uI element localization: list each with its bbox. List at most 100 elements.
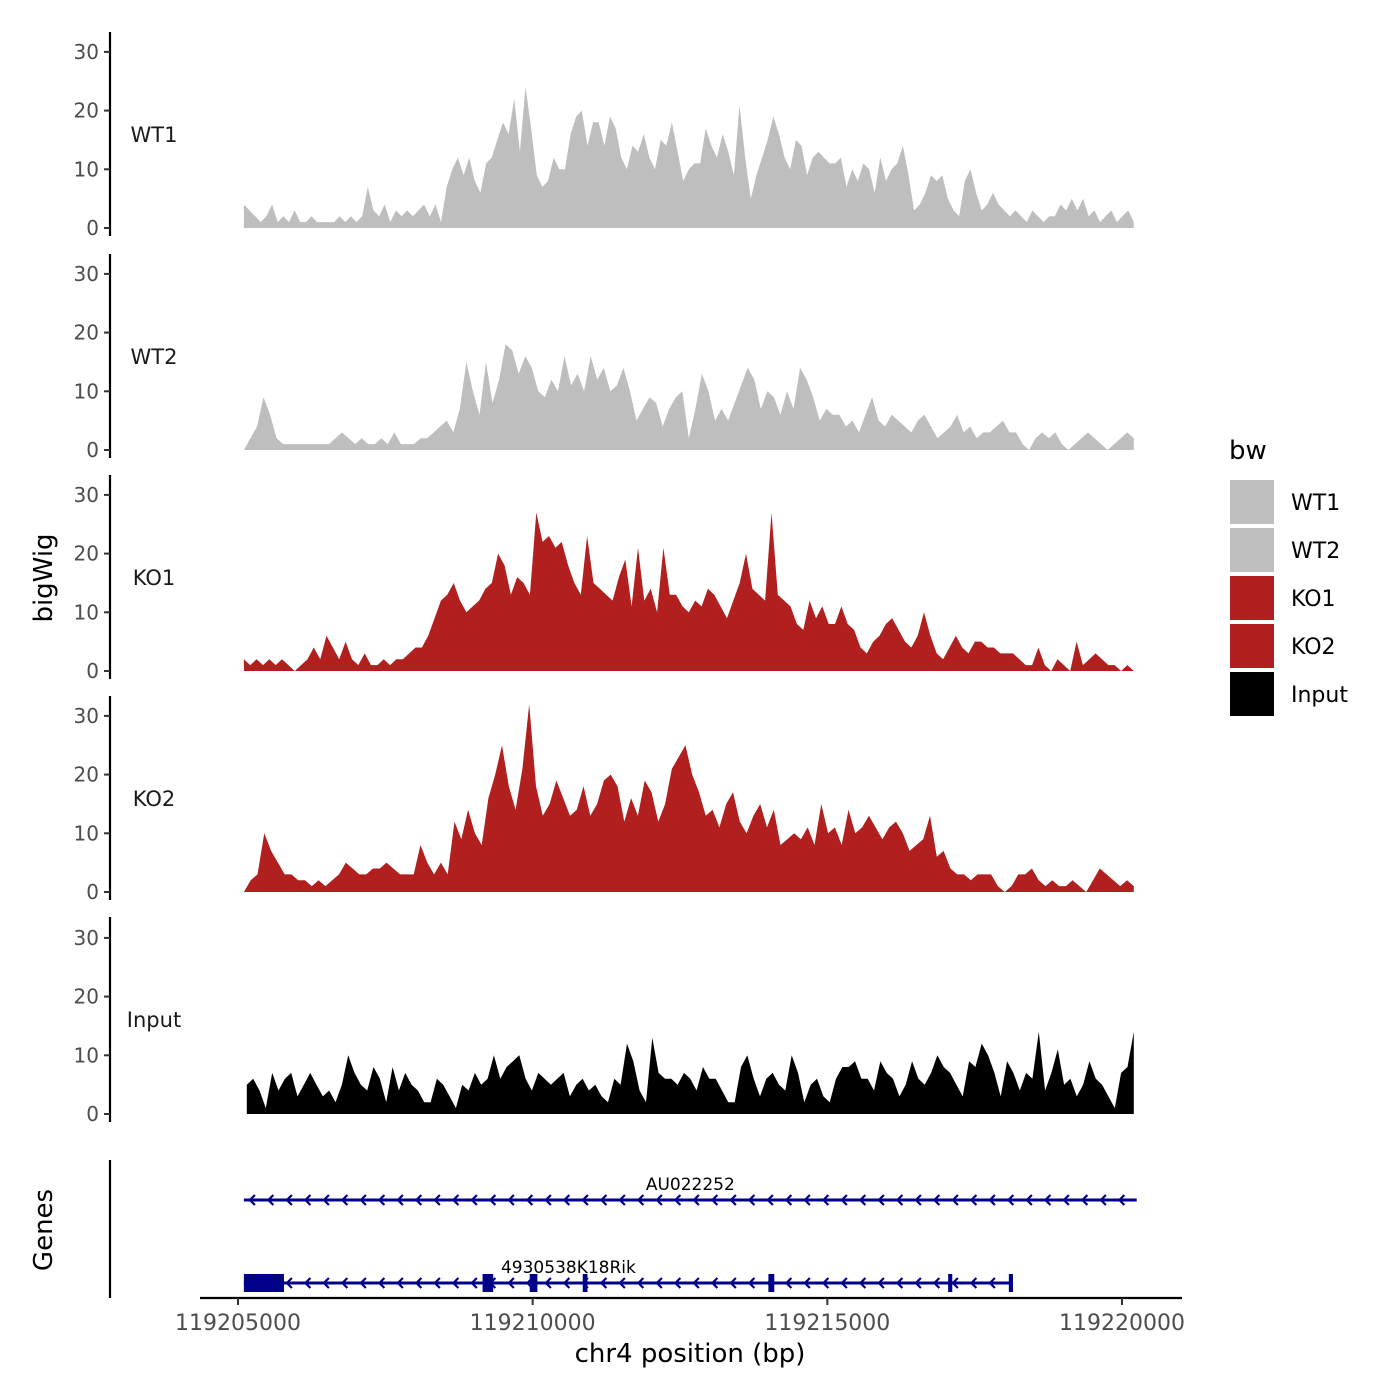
signal-area-wt1 bbox=[243, 87, 1134, 228]
strand-arrow bbox=[303, 1194, 312, 1206]
track-ko1: 0 10 20 30 KO1 bbox=[74, 475, 1134, 683]
strand-arrow bbox=[470, 1194, 478, 1206]
y-tick-label: 10 bbox=[74, 157, 99, 181]
signal-area-wt2 bbox=[243, 344, 1134, 450]
y-tick-label: 10 bbox=[74, 821, 99, 845]
y-tick-label: 20 bbox=[74, 542, 99, 566]
strand-arrow bbox=[914, 1194, 922, 1206]
strand-arrow bbox=[932, 1194, 941, 1206]
legend-label: Input bbox=[1291, 683, 1348, 708]
strand-arrow bbox=[525, 1194, 534, 1206]
exon-block bbox=[768, 1274, 775, 1292]
strand-arrow bbox=[803, 1277, 811, 1289]
strand-arrow bbox=[673, 1194, 682, 1206]
legend-item-ko1: KO1 bbox=[1230, 576, 1336, 620]
legend-title: bw bbox=[1229, 436, 1267, 466]
legend-swatch bbox=[1230, 528, 1274, 572]
strand-arrow bbox=[636, 1194, 645, 1206]
y-tick-label: 10 bbox=[74, 600, 99, 624]
strand-arrow bbox=[821, 1194, 830, 1206]
strand-arrow bbox=[507, 1194, 515, 1206]
x-axis: 119205000 119210000 119215000 119220000 bbox=[175, 1296, 1185, 1336]
strand-arrow bbox=[784, 1194, 793, 1206]
strand-arrow bbox=[710, 1194, 719, 1206]
strand-arrow bbox=[248, 1194, 256, 1206]
y-tick-label: 20 bbox=[74, 99, 99, 123]
legend-item-wt2: WT2 bbox=[1230, 528, 1340, 572]
y-tick-label: 0 bbox=[86, 1102, 99, 1126]
strand-arrow bbox=[747, 1194, 756, 1206]
exon-block bbox=[482, 1274, 494, 1292]
track-label: KO1 bbox=[133, 566, 176, 590]
strand-arrow bbox=[895, 1194, 904, 1206]
legend-label: KO1 bbox=[1291, 587, 1336, 612]
strand-arrow bbox=[951, 1194, 959, 1206]
gene-au022252: AU022252 bbox=[243, 1175, 1137, 1206]
track-ko2: 0 10 20 30 KO2 bbox=[74, 696, 1134, 904]
legend-label: WT1 bbox=[1291, 491, 1340, 516]
strand-arrow bbox=[858, 1277, 867, 1289]
y-tick-label: 30 bbox=[74, 704, 99, 728]
strand-arrow bbox=[932, 1277, 941, 1289]
strand-arrow bbox=[507, 1277, 515, 1289]
strand-arrow bbox=[470, 1277, 478, 1289]
strand-arrow bbox=[988, 1277, 996, 1289]
strand-arrow bbox=[544, 1194, 552, 1206]
signal-area-input bbox=[246, 1031, 1134, 1114]
strand-arrow bbox=[655, 1277, 663, 1289]
strand-arrow bbox=[636, 1277, 645, 1289]
strand-arrow bbox=[266, 1194, 275, 1206]
strand-arrow bbox=[969, 1277, 978, 1289]
legend-label: WT2 bbox=[1291, 539, 1340, 564]
strand-arrow bbox=[599, 1277, 608, 1289]
strand-arrow bbox=[969, 1194, 978, 1206]
exon-block bbox=[1008, 1274, 1013, 1292]
strand-arrow bbox=[1062, 1194, 1070, 1206]
exon-block bbox=[529, 1274, 538, 1292]
strand-arrow bbox=[692, 1194, 700, 1206]
strand-arrow bbox=[1043, 1194, 1052, 1206]
strand-arrow bbox=[618, 1194, 626, 1206]
y-tick-label: 20 bbox=[74, 985, 99, 1009]
strand-arrow bbox=[359, 1194, 367, 1206]
strand-arrow bbox=[488, 1194, 497, 1206]
legend-item-input: Input bbox=[1230, 672, 1348, 716]
y-tick-label: 0 bbox=[86, 659, 99, 683]
legend: bw WT1 WT2 KO1 KO2 Input bbox=[1229, 436, 1348, 716]
track-label: Input bbox=[127, 1008, 181, 1032]
strand-arrow bbox=[673, 1277, 682, 1289]
strand-arrow bbox=[803, 1194, 811, 1206]
genes-axis-title: Genes bbox=[29, 1189, 59, 1271]
track-input: 0 10 20 30 Input bbox=[74, 917, 1134, 1126]
exon-block bbox=[582, 1274, 588, 1292]
y-tick-label: 30 bbox=[74, 483, 99, 507]
strand-arrow bbox=[322, 1277, 330, 1289]
y-tick-label: 0 bbox=[86, 438, 99, 462]
strand-arrow bbox=[729, 1277, 737, 1289]
strand-arrow bbox=[618, 1277, 626, 1289]
track-label: KO2 bbox=[133, 787, 176, 811]
strand-arrow bbox=[303, 1277, 312, 1289]
legend-swatch bbox=[1230, 480, 1274, 524]
track-label: WT2 bbox=[131, 345, 178, 369]
strand-arrow bbox=[433, 1277, 441, 1289]
x-tick-label: 119210000 bbox=[470, 1311, 596, 1336]
legend-item-wt1: WT1 bbox=[1230, 480, 1340, 524]
strand-arrow bbox=[1099, 1194, 1107, 1206]
y-tick-label: 30 bbox=[74, 926, 99, 950]
y-tick-label: 30 bbox=[74, 40, 99, 64]
track-label: WT1 bbox=[131, 123, 178, 147]
strand-arrow bbox=[877, 1194, 885, 1206]
strand-arrow bbox=[988, 1194, 996, 1206]
track-wt2: 0 10 20 30 WT2 bbox=[74, 254, 1134, 462]
y-tick-label: 20 bbox=[74, 321, 99, 345]
strand-arrow bbox=[1117, 1194, 1126, 1206]
strand-arrow bbox=[951, 1277, 959, 1289]
strand-arrow bbox=[1006, 1194, 1015, 1206]
legend-swatch bbox=[1230, 624, 1274, 668]
strand-arrow bbox=[340, 1277, 349, 1289]
strand-arrow bbox=[340, 1194, 349, 1206]
strand-arrow bbox=[692, 1277, 700, 1289]
strand-arrow bbox=[766, 1194, 774, 1206]
gene-4930538k18rik: 4930538K18Rik bbox=[243, 1258, 1013, 1292]
